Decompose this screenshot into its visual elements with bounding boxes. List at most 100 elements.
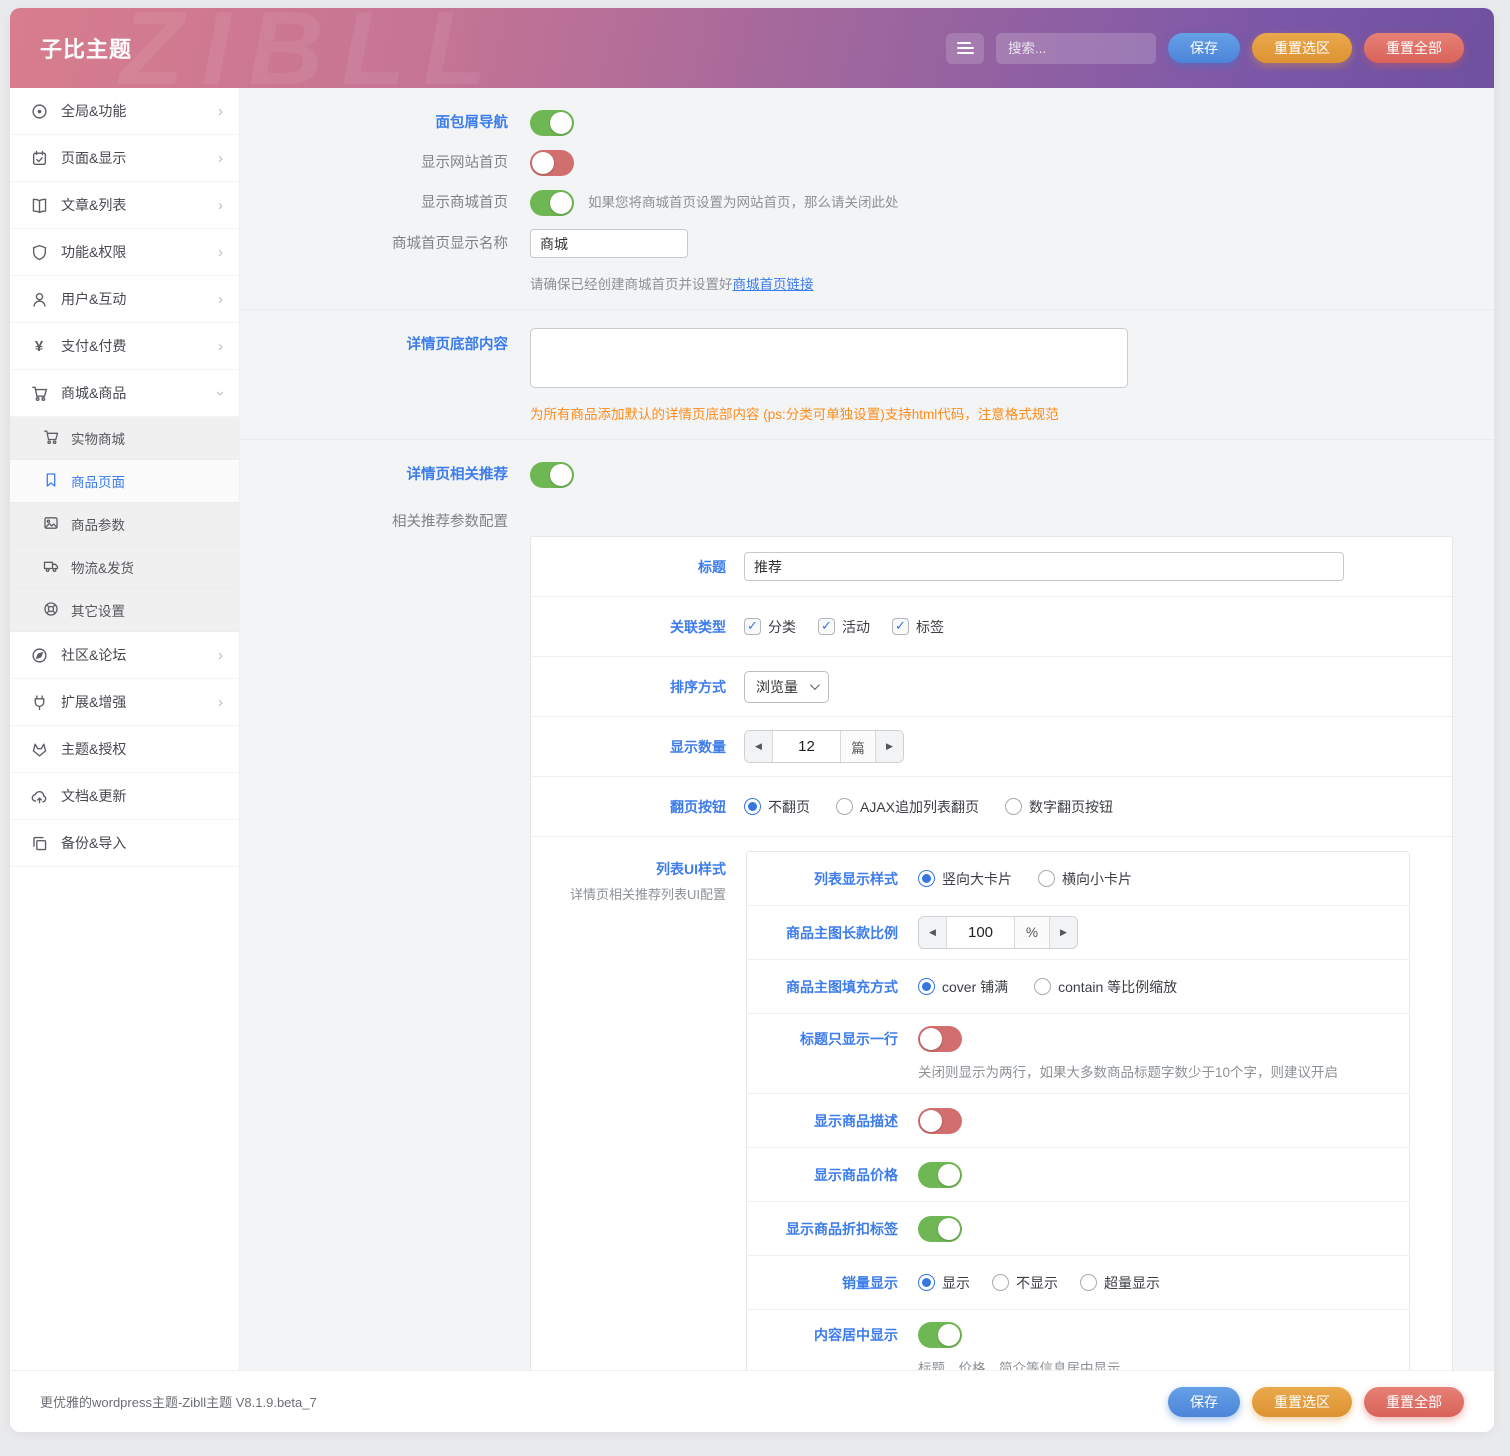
reset-section-button[interactable]: 重置选区 [1252, 33, 1352, 63]
sidebar-item-payment[interactable]: ¥ 支付&付费 › [10, 323, 239, 370]
ui-row-show-discount: 显示商品折扣标签 [747, 1202, 1409, 1256]
radio-sales-over[interactable]: 超量显示 [1080, 1273, 1160, 1293]
setting-label: 显示商城首页 [421, 194, 508, 211]
sidebar-subitem-product-page[interactable]: 商品页面 [10, 460, 239, 503]
sidebar-item-community[interactable]: 社区&论坛 › [10, 632, 239, 679]
chevron-right-icon: › [218, 693, 223, 711]
ui-row-center: 内容居中显示 标题、价格、简介等信息居中显示 [747, 1310, 1409, 1370]
checkbox-tag[interactable]: 标签 [892, 617, 944, 637]
sort-select[interactable]: 浏览量 [744, 670, 829, 703]
radio-contain[interactable]: contain 等比例缩放 [1034, 977, 1177, 997]
setting-row-related: 详情页相关推荐 [240, 458, 1494, 491]
panel-row-title: 标题 [531, 537, 1452, 597]
img-ratio-stepper: ◀ 100 % ▶ [918, 916, 1078, 949]
center-toggle[interactable] [918, 1322, 962, 1348]
setting-label: 翻页按钮 [670, 798, 726, 815]
sidebar-item-users[interactable]: 用户&互动 › [10, 276, 239, 323]
sidebar-item-mall[interactable]: 商城&商品 › [10, 370, 239, 417]
compass-icon [30, 646, 48, 664]
footer-reset-section-button[interactable]: 重置选区 [1252, 1386, 1352, 1417]
sidebar-subitem-product-params[interactable]: 商品参数 [10, 503, 239, 546]
radio-icon [1038, 870, 1055, 887]
setting-label: 商品主图填充方式 [786, 978, 898, 995]
radio-icon [918, 978, 935, 995]
ui-row-list-style: 列表显示样式 竖向大卡片 横向小卡片 [747, 852, 1409, 906]
footer-reset-all-button[interactable]: 重置全部 [1364, 1386, 1464, 1417]
detail-bottom-textarea[interactable] [530, 328, 1128, 388]
show-discount-toggle[interactable] [918, 1215, 962, 1242]
show-desc-toggle[interactable] [918, 1107, 962, 1134]
radio-ajax-paging[interactable]: AJAX追加列表翻页 [836, 797, 979, 817]
mall-submenu: 实物商城 商品页面 商品参数 物流&发货 其它设置 [10, 417, 239, 632]
title-one-line-toggle[interactable] [918, 1026, 962, 1052]
panel-row-count: 显示数量 ◀ 12 篇 ▶ [531, 717, 1452, 777]
sidebar-item-page-display[interactable]: 页面&显示 › [10, 135, 239, 182]
radio-sales-show[interactable]: 显示 [918, 1273, 970, 1293]
checkbox-category[interactable]: 分类 [744, 617, 796, 637]
footer-save-button[interactable]: 保存 [1168, 1386, 1240, 1417]
toc-menu-button[interactable] [946, 32, 984, 64]
radio-horizontal-card[interactable]: 横向小卡片 [1038, 869, 1132, 889]
show-mall-home-toggle[interactable] [530, 189, 574, 216]
cart-icon [30, 384, 48, 402]
save-button[interactable]: 保存 [1168, 33, 1240, 63]
reset-all-button[interactable]: 重置全部 [1364, 33, 1464, 63]
stepper-unit: % [1015, 917, 1050, 948]
stepper-decrement-button[interactable]: ◀ [745, 731, 772, 762]
setting-row-related-config: 相关推荐参数配置 [240, 503, 1494, 536]
search-box [996, 32, 1156, 64]
checkbox-icon [892, 618, 909, 635]
checkbox-icon [744, 618, 761, 635]
search-input[interactable] [1006, 39, 1146, 57]
panel-row-list-ui: 列表UI样式 详情页相关推荐列表UI配置 列表显示样式 竖向大卡片 横向小卡片 [531, 837, 1452, 1370]
stepper-increment-button[interactable]: ▶ [876, 731, 903, 762]
ui-row-title-one-line: 标题只显示一行 关闭则显示为两行，如果大多数商品标题字数少于10个字，则建议开启 [747, 1014, 1409, 1094]
radio-icon [836, 798, 853, 815]
sidebar-item-backup[interactable]: 备份&导入 [10, 820, 239, 867]
sidebar-subitem-physical-mall[interactable]: 实物商城 [10, 417, 239, 460]
ui-row-show-desc: 显示商品描述 [747, 1094, 1409, 1148]
radio-vertical-card[interactable]: 竖向大卡片 [918, 869, 1012, 889]
sidebar-item-theme-license[interactable]: 主题&授权 [10, 726, 239, 773]
image-icon [43, 515, 59, 534]
truck-icon [43, 558, 59, 577]
mall-home-link[interactable]: 商城首页链接 [732, 277, 814, 292]
radio-icon [992, 1274, 1009, 1291]
setting-label: 显示商品价格 [814, 1166, 898, 1183]
cloud-upload-icon [30, 787, 48, 805]
setting-row-mall-home-name: 商城首页显示名称 [240, 227, 1494, 260]
radio-number-paging[interactable]: 数字翻页按钮 [1005, 797, 1113, 817]
sidebar-item-extensions[interactable]: 扩展&增强 › [10, 679, 239, 726]
bookmark-icon [43, 472, 59, 491]
sidebar-item-docs-update[interactable]: 文档&更新 [10, 773, 239, 820]
stepper-value[interactable]: 12 [772, 731, 841, 762]
stepper-increment-button[interactable]: ▶ [1050, 917, 1077, 948]
sidebar-item-posts-lists[interactable]: 文章&列表 › [10, 182, 239, 229]
related-title-input[interactable] [744, 552, 1344, 581]
brand-watermark: ZIBLL [120, 8, 505, 107]
show-site-home-toggle[interactable] [530, 149, 574, 176]
section-related: 详情页相关推荐 相关推荐参数配置 标题 关联类型 [240, 440, 1494, 1370]
related-toggle[interactable] [530, 461, 574, 488]
breadcrumb-toggle[interactable] [530, 109, 574, 136]
sidebar-subitem-other-settings[interactable]: 其它设置 [10, 589, 239, 632]
target-icon [30, 102, 48, 120]
section-mall-home: 面包屑导航 显示网站首页 显示商城首页 如果您将商城首页设置为网站首页，那么请关… [240, 88, 1494, 310]
sidebar-item-features-perms[interactable]: 功能&权限 › [10, 229, 239, 276]
shield-icon [30, 243, 48, 261]
setting-label: 列表UI样式 详情页相关推荐列表UI配置 [531, 837, 744, 903]
show-price-toggle[interactable] [918, 1161, 962, 1188]
mall-home-name-input[interactable] [530, 229, 688, 258]
sidebar-item-global[interactable]: 全局&功能 › [10, 88, 239, 135]
stepper-decrement-button[interactable]: ◀ [919, 917, 946, 948]
radio-sales-hide[interactable]: 不显示 [992, 1273, 1058, 1293]
header: ZIBLL 子比主题 保存 重置选区 重置全部 [10, 8, 1494, 107]
checkbox-activity[interactable]: 活动 [818, 617, 870, 637]
sidebar-subitem-logistics[interactable]: 物流&发货 [10, 546, 239, 589]
radio-cover[interactable]: cover 铺满 [918, 977, 1008, 997]
section-detail-bottom: 详情页底部内容 为所有商品添加默认的详情页底部内容 (ps:分类可单独设置)支持… [240, 310, 1494, 440]
title-one-line-note: 关闭则显示为两行，如果大多数商品标题字数少于10个字，则建议开启 [918, 1065, 1339, 1080]
list-icon [956, 42, 974, 54]
radio-no-paging[interactable]: 不翻页 [744, 797, 810, 817]
stepper-value[interactable]: 100 [946, 917, 1015, 948]
